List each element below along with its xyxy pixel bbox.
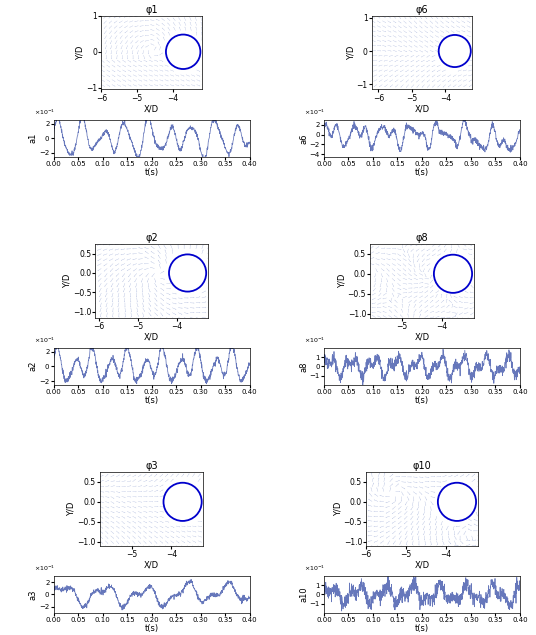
Y-axis label: Y/D: Y/D: [67, 502, 76, 516]
Y-axis label: Y/D: Y/D: [76, 46, 85, 60]
X-axis label: X/D: X/D: [414, 560, 429, 569]
X-axis label: t(s): t(s): [415, 396, 429, 405]
X-axis label: t(s): t(s): [145, 168, 159, 177]
Title: φ2: φ2: [145, 233, 158, 243]
X-axis label: X/D: X/D: [414, 104, 429, 113]
Text: $\times10^{-1}$: $\times10^{-1}$: [34, 107, 55, 117]
Y-axis label: a6: a6: [299, 133, 308, 144]
X-axis label: X/D: X/D: [144, 104, 159, 113]
Y-axis label: a8: a8: [299, 361, 308, 371]
Y-axis label: a1: a1: [29, 133, 38, 144]
Y-axis label: a3: a3: [29, 589, 38, 599]
Y-axis label: Y/D: Y/D: [333, 502, 342, 516]
X-axis label: t(s): t(s): [415, 624, 429, 633]
Text: $\times10^{-1}$: $\times10^{-1}$: [34, 336, 55, 345]
X-axis label: X/D: X/D: [144, 332, 159, 341]
X-axis label: X/D: X/D: [144, 560, 159, 569]
Text: $\times10^{-1}$: $\times10^{-1}$: [304, 336, 326, 345]
Y-axis label: Y/D: Y/D: [337, 274, 346, 288]
Title: φ6: φ6: [415, 5, 428, 15]
Y-axis label: Y/D: Y/D: [62, 274, 71, 288]
Title: φ3: φ3: [145, 461, 158, 471]
X-axis label: X/D: X/D: [414, 332, 429, 341]
Title: φ10: φ10: [413, 461, 431, 471]
Title: φ1: φ1: [145, 5, 158, 15]
X-axis label: t(s): t(s): [145, 396, 159, 405]
X-axis label: t(s): t(s): [145, 624, 159, 633]
Y-axis label: a2: a2: [29, 361, 38, 371]
Text: $\times10^{-1}$: $\times10^{-1}$: [304, 564, 326, 573]
Y-axis label: a10: a10: [299, 587, 308, 602]
Title: φ8: φ8: [415, 233, 428, 243]
X-axis label: t(s): t(s): [415, 168, 429, 177]
Text: $\times10^{-1}$: $\times10^{-1}$: [34, 564, 55, 573]
Y-axis label: Y/D: Y/D: [346, 46, 355, 60]
Text: $\times10^{-1}$: $\times10^{-1}$: [304, 107, 326, 117]
